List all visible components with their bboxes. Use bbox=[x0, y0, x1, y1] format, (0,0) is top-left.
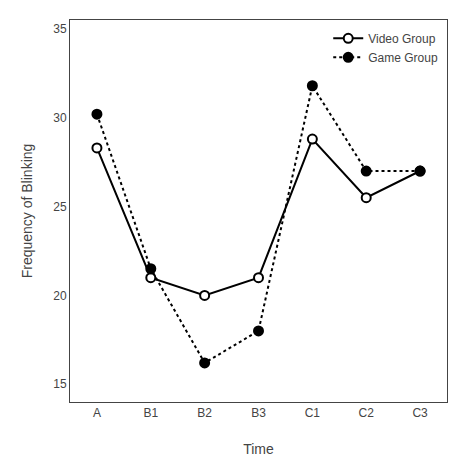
svg-text:15: 15 bbox=[53, 377, 67, 391]
svg-text:Frequency of Blinking: Frequency of Blinking bbox=[19, 144, 35, 279]
svg-text:Time: Time bbox=[243, 441, 274, 457]
svg-text:C3: C3 bbox=[412, 406, 428, 420]
svg-text:20: 20 bbox=[53, 289, 67, 303]
svg-text:B3: B3 bbox=[251, 406, 266, 420]
svg-text:Video Group: Video Group bbox=[368, 32, 435, 46]
svg-text:C2: C2 bbox=[359, 406, 375, 420]
svg-text:B1: B1 bbox=[143, 406, 158, 420]
svg-text:C1: C1 bbox=[305, 406, 321, 420]
svg-text:25: 25 bbox=[53, 200, 67, 214]
svg-text:Game Group: Game Group bbox=[368, 51, 438, 65]
svg-text:B2: B2 bbox=[197, 406, 212, 420]
svg-text:30: 30 bbox=[53, 111, 67, 125]
svg-text:A: A bbox=[93, 406, 101, 420]
svg-text:35: 35 bbox=[53, 22, 67, 36]
